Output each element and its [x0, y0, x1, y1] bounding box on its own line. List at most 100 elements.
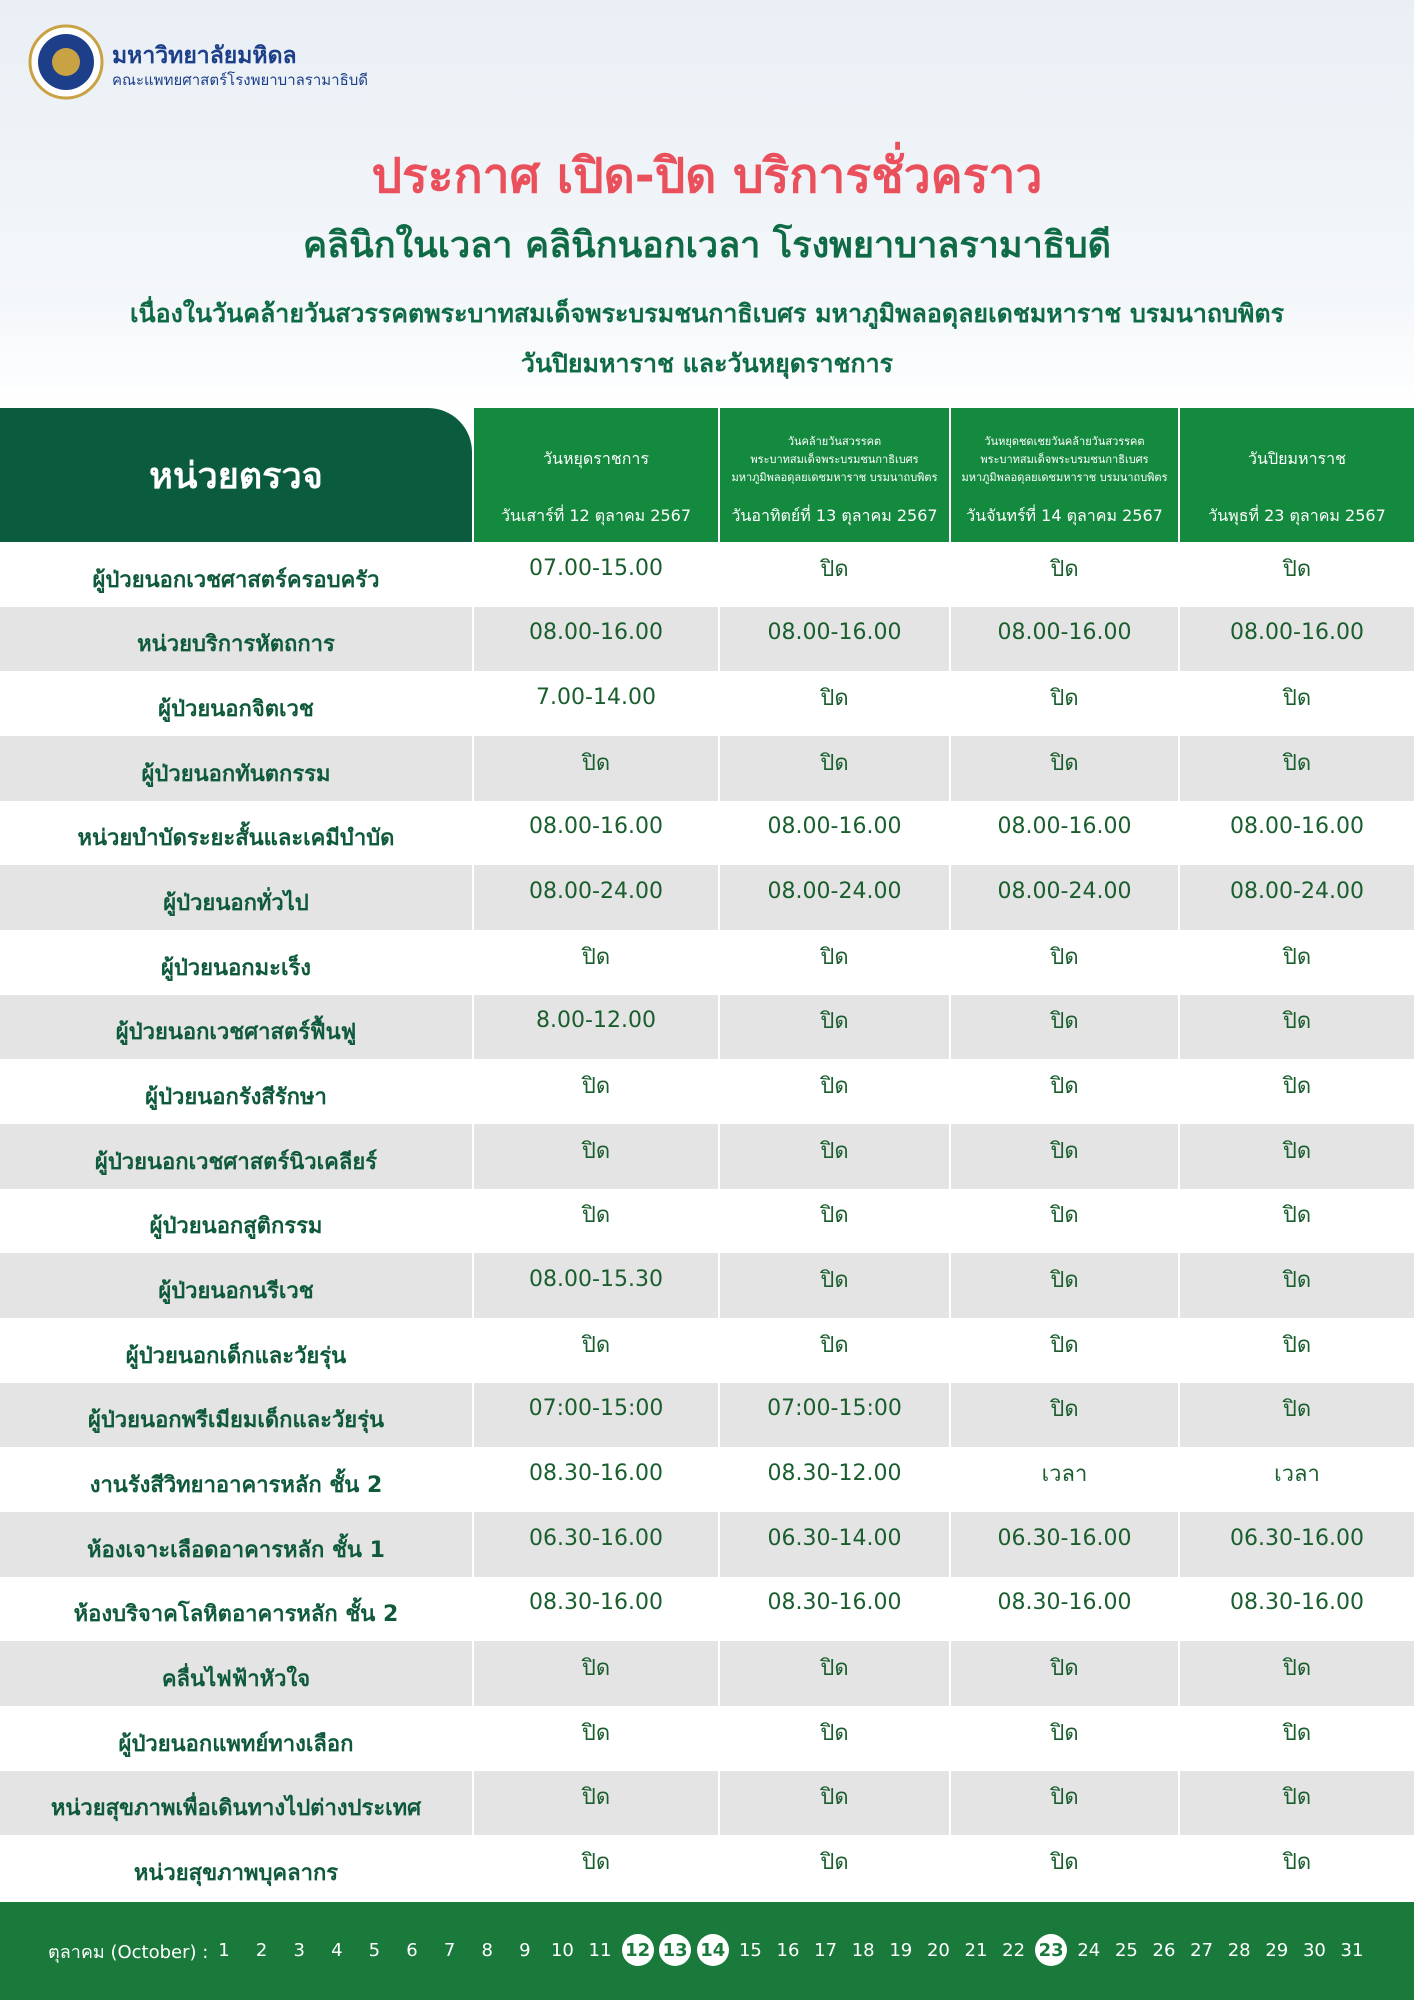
column-date: วันอาทิตย์ที่ 13 ตุลาคม 2567 [731, 505, 938, 525]
day: 24 [1077, 1939, 1101, 1961]
hours-cell: ปิด [474, 1124, 718, 1189]
hours-cell: ปิด [720, 1706, 949, 1771]
hours-cell: ปิด [1180, 1641, 1414, 1706]
hours-cell: ปิด [1180, 1835, 1414, 1900]
hours-cell: ปิด [1180, 1382, 1414, 1448]
row-unit: คลื่นไฟฟ้าหัวใจ [0, 1641, 472, 1706]
hours-cell: 07.00-15.00 [474, 542, 718, 607]
hours-cell: 08.00-16.00 [1180, 800, 1414, 866]
column-header: วันปิยมหาราช วันพุธที่ 23 ตุลาคม 2567 [1180, 408, 1414, 542]
hours-cell: ปิด [951, 1770, 1178, 1836]
day: 15 [738, 1939, 762, 1961]
hours-cell: 06.30-16.00 [1180, 1512, 1414, 1577]
hours-cell: 7.00-14.00 [474, 671, 718, 736]
hours-cell: 08.30-16.00 [720, 1576, 949, 1642]
column-date: วันจันทร์ที่ 14 ตุลาคม 2567 [966, 505, 1163, 525]
row-unit: ผู้ป่วยนอกแพทย์ทางเลือก [0, 1706, 472, 1771]
hours-cell: 08.00-16.00 [951, 606, 1178, 672]
hours-cell: ปิด [951, 1706, 1178, 1771]
hours-cell: ปิด [720, 542, 949, 607]
day: 26 [1152, 1939, 1176, 1961]
day: 1 [218, 1939, 230, 1961]
hours-cell: ปิด [474, 1770, 718, 1836]
logo [28, 24, 104, 100]
column-header: วันคล้ายวันสวรรคต พระบาทสมเด็จพระบรมชนกาธ… [720, 408, 949, 542]
hours-cell: ปิด [720, 930, 949, 995]
hours-cell: ปิด [951, 1124, 1178, 1189]
hours-cell: 08.30-16.00 [1180, 1576, 1414, 1642]
hours-cell: ปิด [474, 930, 718, 995]
column-header: วันหยุดชดเชยวันคล้ายวันสวรรคต พระบาทสมเด็… [951, 408, 1178, 542]
row-unit: ผู้ป่วยนอกเด็กและวัยรุ่น [0, 1318, 472, 1383]
row-unit: ผู้ป่วยนอกมะเร็ง [0, 930, 472, 995]
hours-cell: เวลา [951, 1447, 1178, 1512]
hours-cell: ปิด [951, 930, 1178, 995]
row-unit: ผู้ป่วยนอกจิตเวช [0, 671, 472, 736]
column-label: วันหยุดชดเชยวันคล้ายวันสวรรคต พระบาทสมเด็… [951, 422, 1178, 496]
hours-cell: ปิด [474, 736, 718, 801]
day: 20 [926, 1939, 950, 1961]
day: 4 [331, 1939, 343, 1961]
day: 23 [1035, 1934, 1068, 1966]
hours-cell: 08.00-24.00 [474, 865, 718, 930]
row-unit: ผู้ป่วยนอกสูติกรรม [0, 1188, 472, 1254]
row-unit: หน่วยสุขภาพบุคลากร [0, 1835, 472, 1900]
hours-cell: ปิด [720, 1641, 949, 1706]
day: 31 [1340, 1939, 1364, 1961]
hours-cell: ปิด [720, 1253, 949, 1318]
corner-header: หน่วยตรวจ [0, 408, 472, 542]
hours-cell: ปิด [951, 1253, 1178, 1318]
day: 17 [814, 1939, 838, 1961]
hours-cell: ปิด [951, 994, 1178, 1060]
hours-cell: ปิด [720, 1188, 949, 1254]
row-unit: ผู้ป่วยนอกเวชศาสตร์ครอบครัว [0, 542, 472, 607]
hours-cell: ปิด [951, 1835, 1178, 1900]
hours-cell: ปิด [1180, 1059, 1414, 1124]
footer: ตุลาคม (October) :1 2 3 4 5 6 7 8 9 10 11 12 13 14 15 1… [0, 1902, 1414, 2000]
hours-cell: 08.30-16.00 [474, 1447, 718, 1512]
hours-cell: 08.30-16.00 [951, 1576, 1178, 1642]
hours-cell: ปิด [1180, 1124, 1414, 1189]
title: ประกาศ เปิด-ปิด บริการชั่วคราว [371, 148, 1043, 204]
hours-cell: 08.00-16.00 [720, 800, 949, 866]
column-label: วันหยุดราชการ [474, 422, 718, 496]
hours-cell: ปิด [951, 1641, 1178, 1706]
hours-cell: ปิด [951, 542, 1178, 607]
hours-cell: ปิด [1180, 671, 1414, 736]
label-line: มหาภูมิพลอดุลยเดชมหาราช บรมนาถบพิตร [961, 471, 1168, 484]
hours-cell: 07:00-15:00 [474, 1382, 718, 1448]
hours-cell: ปิด [1180, 994, 1414, 1060]
hours-cell: 06.30-14.00 [720, 1512, 949, 1577]
hours-cell: ปิด [1180, 1770, 1414, 1836]
hours-cell: 06.30-16.00 [474, 1512, 718, 1577]
day: 13 [659, 1934, 692, 1966]
row-unit: หน่วยสุขภาพเพื่อเดินทางไปต่างประเทศ [0, 1770, 472, 1836]
hours-cell: ปิด [720, 1124, 949, 1189]
faculty: คณะแพทยศาสตร์โรงพยาบาลรามาธิบดี [112, 71, 369, 89]
hours-cell: 08.00-16.00 [474, 800, 718, 866]
description: เนื่องในวันคล้ายวันสวรรคตพระบาทสมเด็จพระ… [129, 299, 1285, 328]
hours-cell: ปิด [720, 671, 949, 736]
hours-cell: 08.30-12.00 [720, 1447, 949, 1512]
day: 27 [1190, 1939, 1214, 1961]
label-line: มหาภูมิพลอดุลยเดชมหาราช บรมนาถบพิตร [731, 471, 938, 484]
hours-cell: 08.00-24.00 [951, 865, 1178, 930]
hours-cell: ปิด [1180, 1253, 1414, 1318]
day: 28 [1227, 1939, 1251, 1961]
hours-cell: ปิด [474, 1059, 718, 1124]
subtitle: คลินิกในเวลา คลินิกนอกเวลา โรงพยาบาลรามา… [302, 225, 1112, 266]
hours-cell: ปิด [1180, 930, 1414, 995]
hours-cell: ปิด [951, 736, 1178, 801]
row-unit: ผู้ป่วยนอกเวชศาสตร์ฟื้นฟู [0, 994, 472, 1060]
hours-cell: ปิด [720, 994, 949, 1060]
hours-cell: 08.00-16.00 [951, 800, 1178, 866]
day: 16 [776, 1939, 800, 1961]
hours-cell: ปิด [720, 1318, 949, 1383]
hours-cell: ปิด [474, 1641, 718, 1706]
day: 18 [851, 1939, 875, 1961]
month-label: ตุลาคม (October) : [48, 1941, 209, 1963]
hours-cell: เวลา [1180, 1447, 1414, 1512]
day: 22 [1002, 1939, 1026, 1961]
hours-cell: 08.00-24.00 [720, 865, 949, 930]
